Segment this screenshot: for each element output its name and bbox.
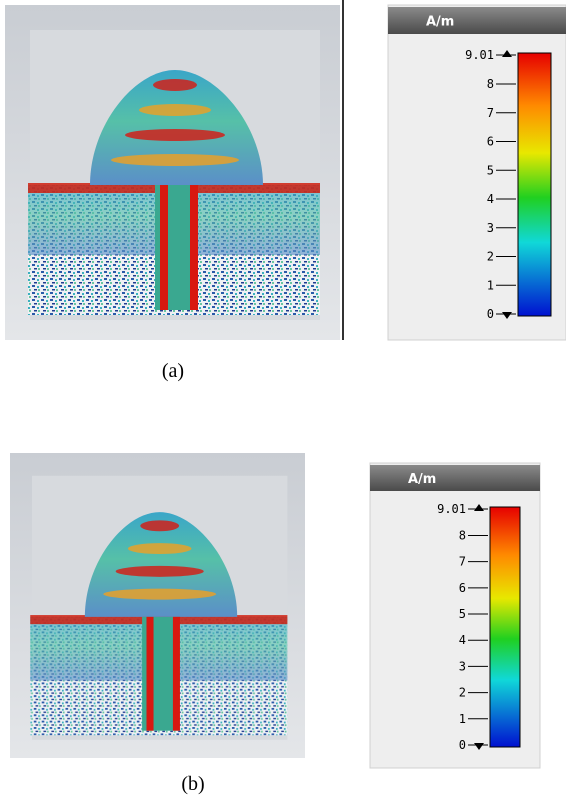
tick-label: 4 [459, 633, 466, 647]
tick-label: 1 [459, 712, 466, 726]
colorbar-unit: A/m [426, 15, 454, 30]
panel-caption: (b) [181, 773, 204, 795]
tick-label: 3 [459, 659, 466, 673]
colorbar-header [370, 465, 540, 491]
figure: A/m 9.01 8 7 6 5 4 3 2 1 0 (a) A/m 9.01 8 7 6 5 4 3 2 1 0 (b) [0, 0, 566, 807]
panel-caption: (a) [162, 360, 184, 382]
tick-label: 8 [459, 528, 466, 542]
colorbar [518, 53, 551, 316]
feed-current [173, 617, 180, 731]
colorbar-header [388, 7, 566, 34]
feed-current [190, 185, 198, 310]
tick-label: 6 [487, 135, 494, 149]
tick-label: 9.01 [465, 48, 494, 62]
tick-label: 2 [487, 250, 494, 264]
tick-label: 3 [487, 221, 494, 235]
tick-label: 8 [487, 77, 494, 91]
tick-label: 1 [487, 278, 494, 292]
tick-label: 6 [459, 581, 466, 595]
tick-label: 5 [459, 607, 466, 621]
tick-label: 9.01 [437, 502, 466, 516]
hot-band [128, 543, 191, 554]
hot-band [125, 129, 225, 141]
colorbar [490, 507, 520, 747]
tick-label: 2 [459, 686, 466, 700]
tick-label: 0 [459, 738, 466, 752]
hot-band [111, 154, 239, 166]
tick-label: 5 [487, 163, 494, 177]
tick-label: 4 [487, 192, 494, 206]
hot-band [103, 589, 216, 600]
tick-label: 0 [487, 307, 494, 321]
hot-band [140, 520, 179, 531]
field-image [5, 5, 340, 340]
feed-current [160, 185, 168, 310]
hot-band [153, 79, 197, 91]
hot-band [139, 104, 211, 116]
field-image [10, 453, 305, 758]
feed-current [146, 617, 153, 731]
hot-band [116, 566, 204, 577]
colorbar-unit: A/m [408, 472, 436, 487]
tick-label: 7 [487, 106, 494, 120]
tick-label: 7 [459, 555, 466, 569]
